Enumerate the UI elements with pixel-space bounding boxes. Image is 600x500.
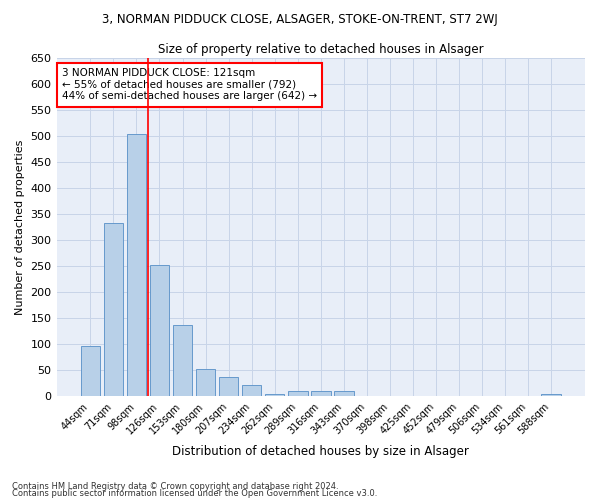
Text: 3, NORMAN PIDDUCK CLOSE, ALSAGER, STOKE-ON-TRENT, ST7 2WJ: 3, NORMAN PIDDUCK CLOSE, ALSAGER, STOKE-…: [102, 12, 498, 26]
Bar: [80, 346, 100, 397]
Text: Contains public sector information licensed under the Open Government Licence v3: Contains public sector information licen…: [12, 490, 377, 498]
X-axis label: Distribution of detached houses by size in Alsager: Distribution of detached houses by size …: [172, 444, 469, 458]
Title: Size of property relative to detached houses in Alsager: Size of property relative to detached ho…: [158, 42, 484, 56]
Bar: [288, 391, 308, 396]
Bar: [334, 391, 353, 396]
Bar: [127, 134, 146, 396]
Text: Contains HM Land Registry data © Crown copyright and database right 2024.: Contains HM Land Registry data © Crown c…: [12, 482, 338, 491]
Bar: [149, 264, 169, 396]
Bar: [219, 377, 238, 396]
Bar: [196, 369, 215, 396]
Bar: [541, 394, 561, 396]
Bar: [104, 223, 123, 396]
Y-axis label: Number of detached properties: Number of detached properties: [15, 140, 25, 315]
Bar: [173, 325, 193, 396]
Bar: [242, 386, 262, 396]
Bar: [311, 391, 331, 396]
Bar: [265, 394, 284, 396]
Text: 3 NORMAN PIDDUCK CLOSE: 121sqm
← 55% of detached houses are smaller (792)
44% of: 3 NORMAN PIDDUCK CLOSE: 121sqm ← 55% of …: [62, 68, 317, 102]
